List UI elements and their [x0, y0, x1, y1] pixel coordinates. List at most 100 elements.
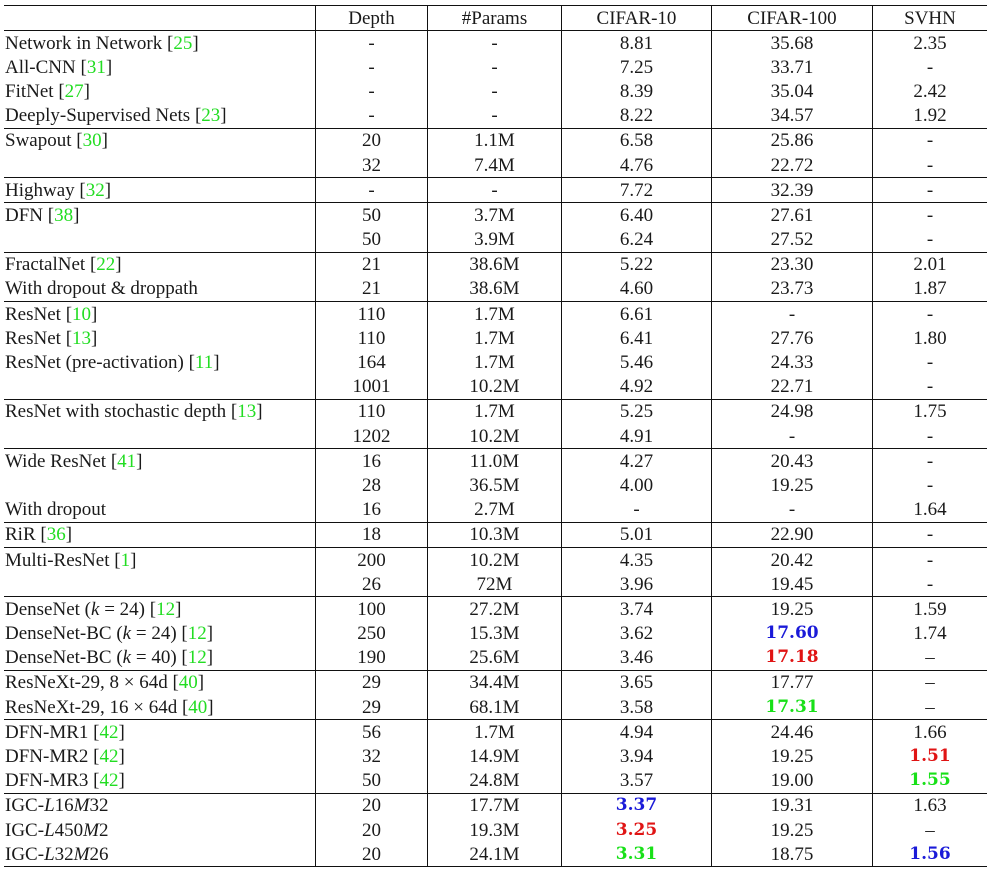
- svhn-cell: 2.35: [872, 30, 987, 56]
- citation-bracket: [: [80, 56, 87, 78]
- depth-cell: 110: [315, 326, 428, 351]
- citation-link[interactable]: 42: [99, 721, 119, 743]
- citation-bracket: [: [93, 770, 100, 792]
- method-name-part: ResNeXt-29, 16 × 64d: [5, 696, 182, 718]
- table-row: ResNet [10] 110 1.7M 6.61- -: [4, 301, 987, 327]
- citation-link[interactable]: 27: [64, 80, 84, 102]
- params-cell: 36.5M: [427, 473, 562, 498]
- table-row: Wide ResNet [41] 16 11.0M 4.27 20.43-: [4, 448, 987, 474]
- table-row: ResNet with stochastic depth [13] 110 1.7M…: [4, 398, 987, 424]
- params-cell: 2.7M: [427, 497, 562, 523]
- method-name-part: k: [122, 623, 132, 645]
- method-name-part: With dropout: [5, 499, 107, 521]
- citation-link[interactable]: 30: [82, 130, 102, 152]
- method-name: ResNet (pre-activation) [11]: [4, 350, 316, 374]
- table-row: 1202 10.2M 4.91- -: [4, 424, 987, 449]
- citation-link[interactable]: 10: [72, 303, 92, 325]
- citation-link[interactable]: 25: [173, 32, 193, 54]
- citation-link[interactable]: 36: [46, 524, 66, 546]
- citation-bracket: ]: [118, 770, 125, 792]
- citation-link[interactable]: 22: [96, 254, 116, 276]
- citation-bracket: ]: [115, 254, 122, 276]
- cifar10-cell: 4.92: [561, 374, 712, 400]
- cifar100-cell: 17.31: [711, 695, 873, 720]
- table-row: With dropout 16 2.7M - -1.64: [4, 497, 987, 523]
- params-cell: 10.2M: [427, 424, 562, 449]
- params-cell: -: [427, 55, 562, 80]
- citation-link[interactable]: 13: [237, 401, 257, 423]
- cifar100-cell: 32.39: [711, 177, 873, 203]
- citation-link[interactable]: 13: [72, 327, 92, 349]
- svhn-cell: 1.64: [872, 497, 987, 523]
- method-name-part: DenseNet-BC (: [5, 647, 123, 669]
- method-name-part: 32: [89, 795, 109, 817]
- table-row: IGC-L16M32 20 17.7M 3.37 19.31 1.63: [4, 792, 987, 818]
- cifar100-cell: 22.90: [711, 521, 873, 548]
- svhn-cell: –: [872, 818, 987, 843]
- table-row: 32 7.4M 4.76 22.72-: [4, 152, 987, 178]
- cifar10-cell: 3.58: [561, 695, 712, 720]
- method-name-part: k: [122, 647, 132, 669]
- svhn-cell: 1.80: [872, 326, 987, 351]
- table-row: ResNeXt-29, 8 × 64d [40] 29 34.4M 3.65 17.77…: [4, 669, 987, 696]
- cifar10-cell: 3.46: [561, 645, 712, 671]
- cifar100-cell: 19.25: [711, 818, 873, 843]
- citation-link[interactable]: 23: [201, 105, 221, 127]
- method-name-part: Deeply-Supervised Nets: [5, 105, 195, 127]
- cifar100-cell: 19.25: [711, 473, 873, 498]
- cifar100-cell: 19.25: [711, 596, 873, 622]
- cifar10-cell: 5.46: [561, 350, 712, 375]
- cifar100-cell: 23.30: [711, 251, 873, 277]
- depth-cell: 56: [315, 719, 428, 745]
- depth-cell: 1001: [315, 374, 428, 400]
- citation-link[interactable]: 1: [120, 549, 131, 571]
- citation-link[interactable]: 31: [86, 56, 106, 78]
- cifar100-cell: 20.43: [711, 448, 873, 474]
- depth-cell: 28: [315, 473, 428, 498]
- citation-link[interactable]: 42: [99, 770, 119, 792]
- method-name-part: 450: [54, 819, 84, 841]
- table-row: Swapout [30] 20 1.1M 6.58 25.86-: [4, 127, 987, 153]
- cifar100-cell: 17.18: [711, 645, 873, 671]
- method-name-part: ResNet: [5, 327, 66, 349]
- cifar10-cell: 3.94: [561, 744, 712, 769]
- citation-link[interactable]: 12: [187, 623, 207, 645]
- citation-bracket: [: [230, 401, 238, 423]
- citation-link[interactable]: 32: [85, 179, 105, 201]
- citation-link[interactable]: 12: [187, 647, 207, 669]
- citation-bracket: [: [93, 746, 100, 768]
- method-name-part: ResNet (pre-activation): [5, 352, 189, 374]
- cifar10-cell: 3.65: [561, 669, 712, 696]
- citation-link[interactable]: 11: [194, 352, 214, 374]
- depth-cell: 18: [315, 521, 428, 548]
- svhn-cell: 1.92: [872, 103, 987, 129]
- params-cell: 24.1M: [427, 842, 562, 868]
- table-row: 1001 10.2M 4.92 22.71-: [4, 374, 987, 400]
- header-cifar100: CIFAR-100: [711, 5, 873, 31]
- cifar100-cell: 35.68: [711, 30, 873, 56]
- citation-link[interactable]: 41: [117, 450, 137, 472]
- citation-link[interactable]: 40: [178, 672, 198, 694]
- method-name-part: DFN-MR3: [5, 770, 94, 792]
- citation-bracket: ]: [206, 647, 214, 669]
- citation-link[interactable]: 42: [99, 746, 119, 768]
- svhn-cell: -: [872, 448, 987, 474]
- method-name-part: IGC-: [5, 843, 45, 865]
- method-name: All-CNN [31]: [4, 55, 316, 79]
- citation-link[interactable]: 40: [188, 696, 208, 718]
- svhn-cell: 1.59: [872, 596, 987, 622]
- cifar10-cell: 3.37: [561, 792, 712, 818]
- table-row: With dropout & droppath 21 38.6M 4.60 23.73 1…: [4, 276, 987, 302]
- table-row: ResNet (pre-activation) [11] 164 1.7M 5.46 2…: [4, 350, 987, 375]
- params-cell: 19.3M: [427, 818, 562, 843]
- method-name: IGC-L16M32: [4, 792, 316, 818]
- params-cell: -: [427, 79, 562, 104]
- method-name: FitNet [27]: [4, 79, 316, 103]
- svhn-cell: -: [872, 177, 987, 203]
- citation-link[interactable]: 38: [54, 204, 74, 226]
- svhn-cell: -: [872, 473, 987, 498]
- method-name: [4, 473, 316, 497]
- citation-link[interactable]: 12: [156, 598, 176, 620]
- citation-bracket: [: [181, 623, 188, 645]
- table-row: Network in Network [25] - -8.81 35.68 2.35: [4, 30, 987, 56]
